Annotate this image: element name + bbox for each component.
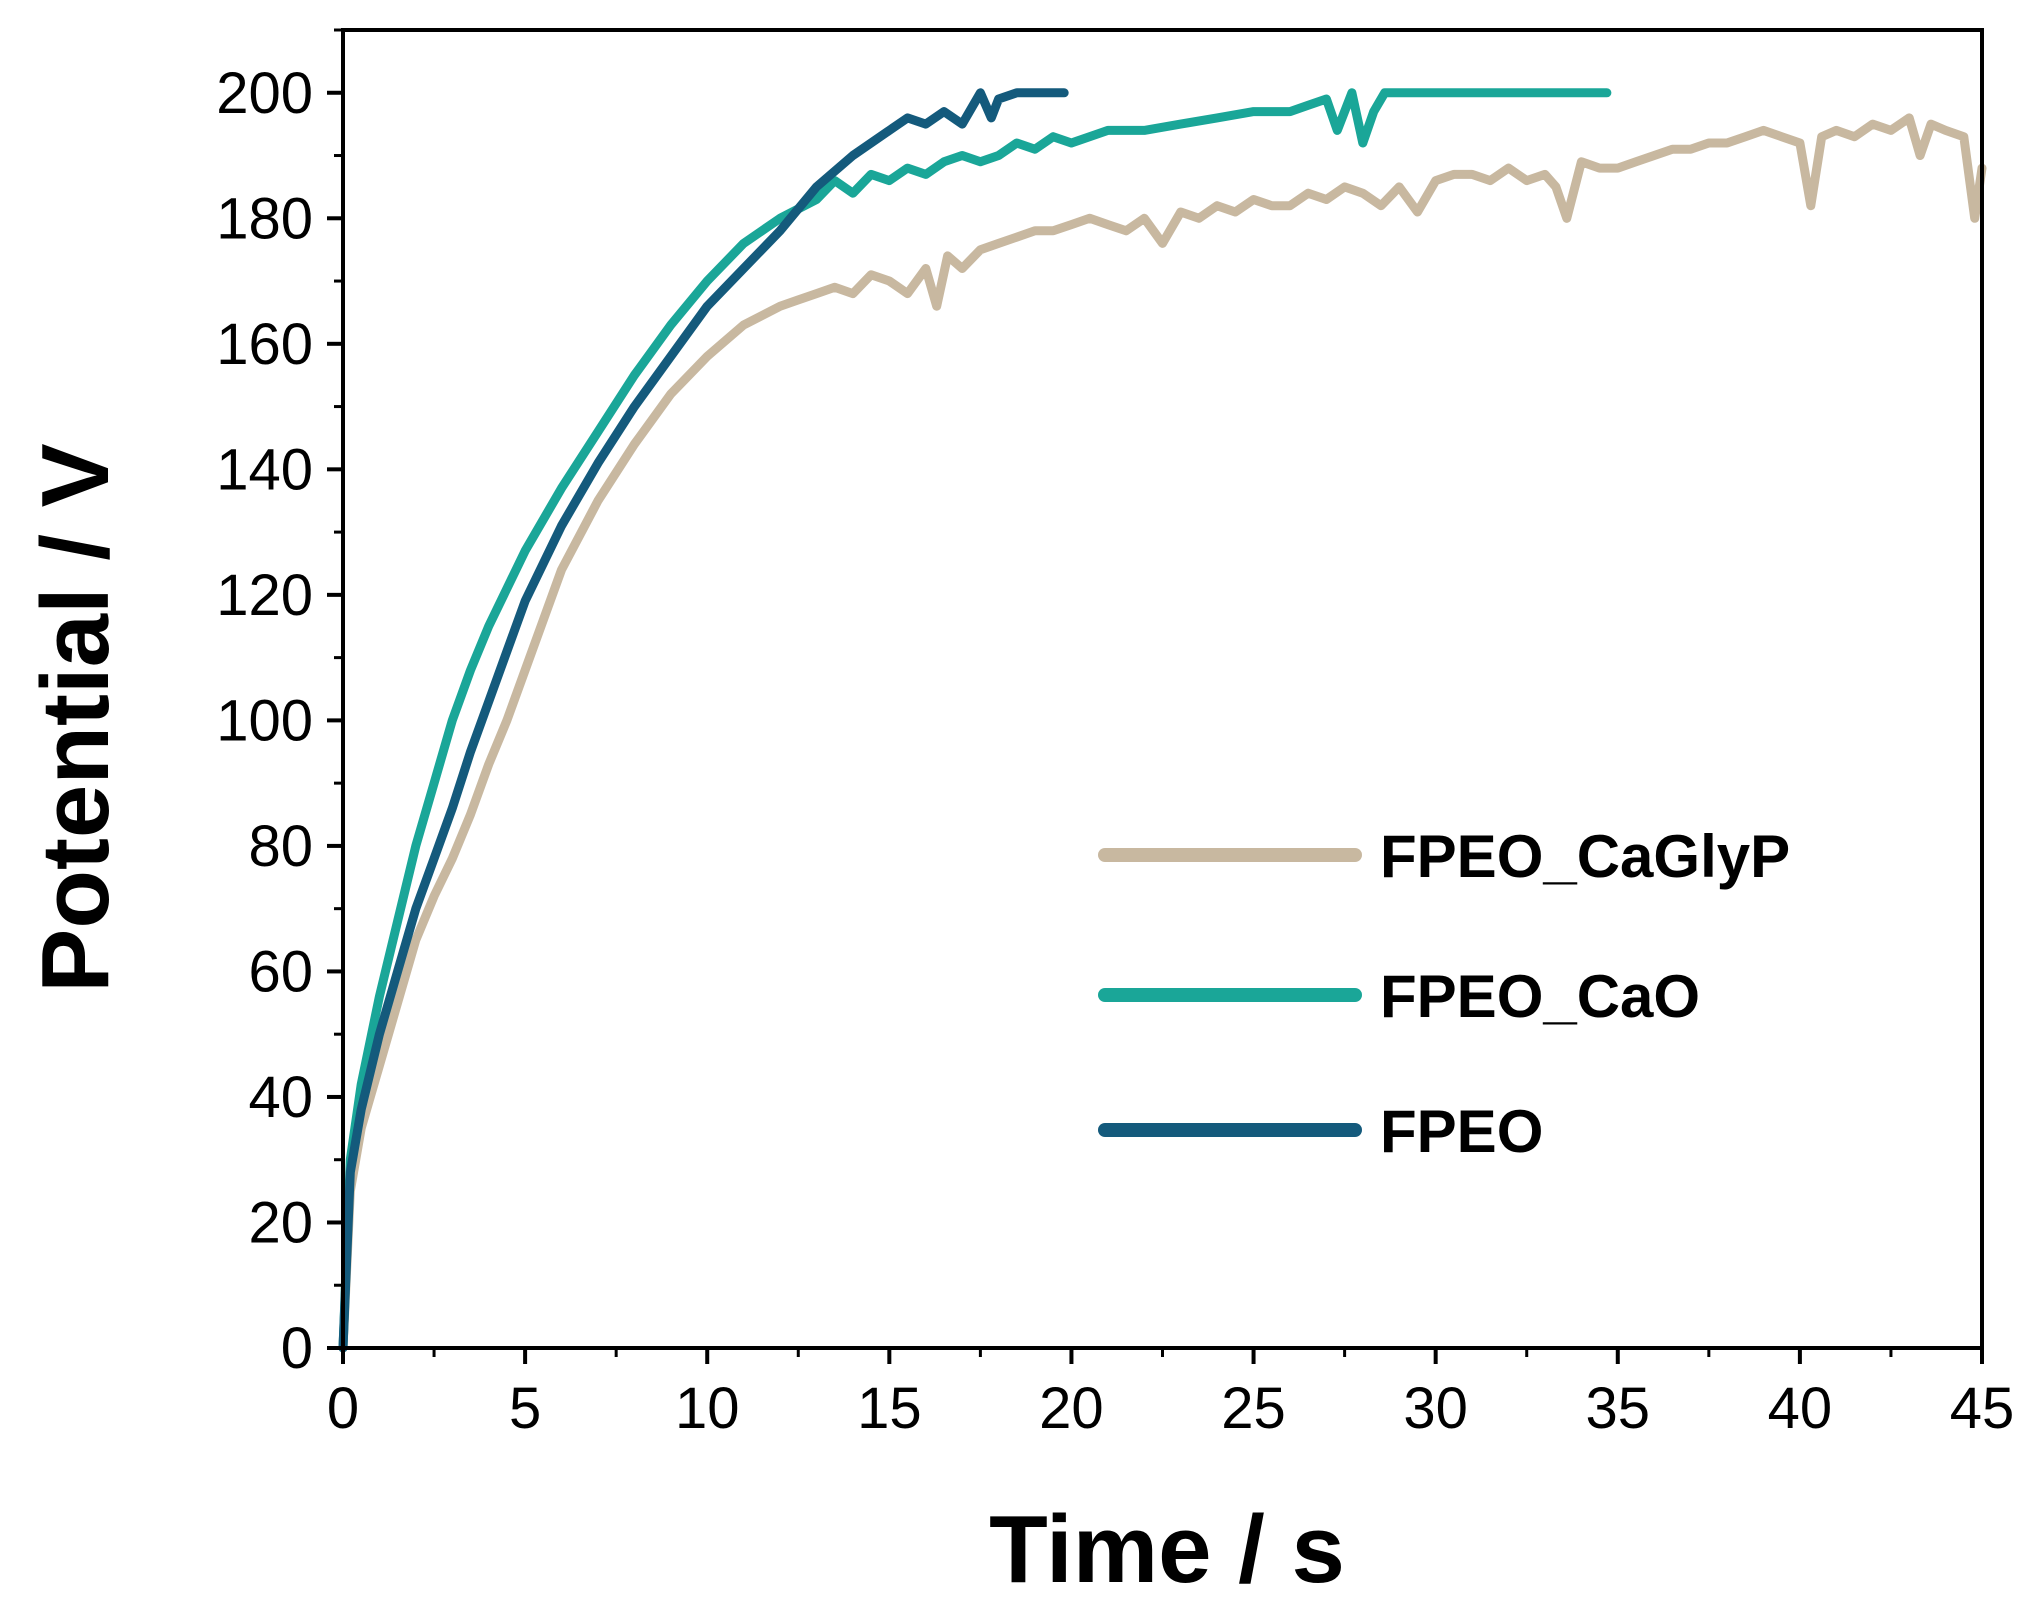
series-line-fpeo-cao bbox=[338, 88, 1612, 1353]
y-axis-title: Potential / V bbox=[22, 443, 129, 992]
y-tick-label: 40 bbox=[248, 1065, 313, 1130]
x-tick-label: 25 bbox=[1221, 1376, 1286, 1441]
legend: FPEO_CaGlyP FPEO_CaO FPEO bbox=[1098, 823, 1790, 1165]
x-tick-label: 20 bbox=[1039, 1376, 1104, 1441]
y-tick-label: 60 bbox=[248, 939, 313, 1004]
y-tick-label: 20 bbox=[248, 1190, 313, 1255]
plot-layer bbox=[338, 88, 1987, 1353]
x-tick-label: 45 bbox=[1950, 1376, 2015, 1441]
x-tick-label: 15 bbox=[857, 1376, 922, 1441]
x-tick-label: 30 bbox=[1403, 1376, 1468, 1441]
axis-layer: 0 5 10 15 20 25 30 35 40 45 0 20 40 60 80 100 120 140 160 1… bbox=[216, 28, 2015, 1441]
y-tick-label: 120 bbox=[216, 563, 313, 628]
y-tick-label: 180 bbox=[216, 186, 313, 251]
y-tick-label: 140 bbox=[216, 437, 313, 502]
x-axis-title: Time / s bbox=[989, 1496, 1345, 1603]
y-tick-label: 100 bbox=[216, 688, 313, 753]
x-tick-label: 0 bbox=[327, 1376, 359, 1441]
x-tick-label: 10 bbox=[675, 1376, 740, 1441]
y-tick-label: 200 bbox=[216, 61, 313, 126]
series-line-fpeo-caglyp bbox=[338, 113, 1987, 1353]
x-tick-label: 35 bbox=[1586, 1376, 1651, 1441]
x-tick-label: 5 bbox=[509, 1376, 541, 1441]
legend-label-fpeo-cao: FPEO_CaO bbox=[1380, 963, 1700, 1030]
x-tick-label: 40 bbox=[1768, 1376, 1833, 1441]
y-tick-label: 0 bbox=[281, 1316, 313, 1381]
plot-frame bbox=[341, 28, 1984, 1350]
y-tick-label: 80 bbox=[248, 814, 313, 879]
legend-label-fpeo: FPEO bbox=[1380, 1098, 1543, 1165]
series-line-fpeo bbox=[338, 88, 1069, 1353]
legend-label-fpeo-caglyp: FPEO_CaGlyP bbox=[1380, 823, 1790, 890]
y-tick-label: 160 bbox=[216, 312, 313, 377]
